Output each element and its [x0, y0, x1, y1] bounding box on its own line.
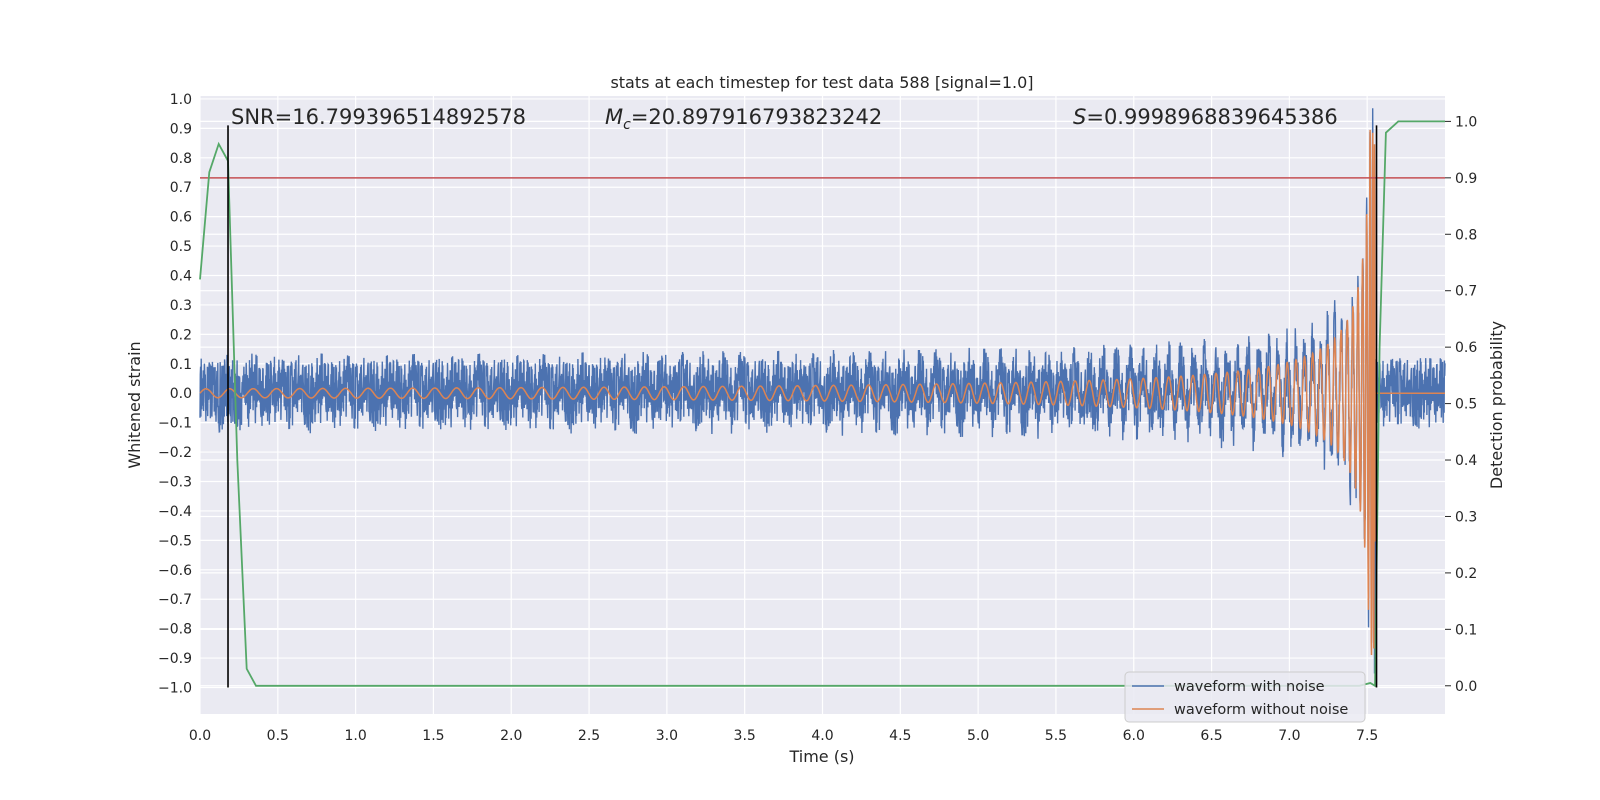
series-detection-probability	[199, 120, 1445, 688]
x-tick-label: 6.0	[1123, 728, 1145, 744]
y-tick-label: 1.0	[170, 92, 192, 108]
y-tick-label: 0.1	[170, 357, 192, 373]
x-tick-label: 6.5	[1200, 728, 1222, 744]
y2-tick-label: 0.9	[1455, 171, 1477, 187]
x-tick-label: 5.5	[1045, 728, 1067, 744]
y-tick-label: −0.4	[158, 504, 192, 520]
y2-tick-label: 1.0	[1455, 114, 1477, 130]
x-tick-label: 7.0	[1278, 728, 1300, 744]
mc-symbol: M	[605, 105, 623, 129]
y2-axis-label: Detection probability	[1487, 321, 1506, 489]
mc-value: =20.897916793823242	[631, 105, 882, 129]
y-tick-label: 0.3	[170, 298, 192, 314]
y-tick-label: 0.8	[170, 151, 192, 167]
y-tick-label: −0.2	[158, 445, 192, 461]
x-tick-label: 2.0	[500, 728, 522, 744]
ticks: 0.0 0.5 1.0 1.5 2.0 2.5 3.0 3.5 4.0 4.5 5.0 5.5 6.0 6…	[158, 92, 1477, 744]
chart-title: stats at each timestep for test data 588…	[610, 73, 1033, 92]
series-waveform-with-noise	[199, 108, 1446, 674]
x-tick-label: 4.5	[889, 728, 911, 744]
y2-tick-label: 0.0	[1455, 679, 1477, 695]
y-tick-label: −0.5	[158, 533, 192, 549]
s-symbol: S	[1073, 105, 1086, 129]
y-tick-label: −0.6	[158, 563, 192, 579]
y2-tick-label: 0.8	[1455, 227, 1477, 243]
legend-label-clean: waveform without noise	[1174, 702, 1348, 718]
y-tick-label: −0.3	[158, 475, 192, 491]
x-tick-label: 1.5	[422, 728, 444, 744]
legend: waveform with noise waveform without noi…	[1124, 671, 1366, 723]
x-axis-label: Time (s)	[788, 747, 854, 766]
x-tick-label: 3.5	[734, 728, 756, 744]
x-tick-label: 2.5	[578, 728, 600, 744]
y2-tick-label: 0.1	[1455, 622, 1477, 638]
y-axis-label: Whitened strain	[125, 341, 144, 468]
y2-tick-label: 0.7	[1455, 284, 1477, 300]
series-waveform-without-noise	[199, 129, 1445, 656]
y-tick-label: −0.9	[158, 651, 192, 667]
y2-tick-label: 0.2	[1455, 566, 1477, 582]
x-tick-label: 7.5	[1356, 728, 1378, 744]
y-tick-label: −1.0	[158, 681, 192, 697]
mc-annotation: Mc=20.897916793823242	[605, 105, 882, 133]
y2-tick-label: 0.5	[1455, 397, 1477, 413]
snr-annotation: SNR=16.799396514892578	[231, 105, 526, 129]
x-tick-label: 5.0	[967, 728, 989, 744]
y-tick-label: 0.6	[170, 210, 192, 226]
x-tick-label: 0.5	[267, 728, 289, 744]
y-tick-label: −0.8	[158, 622, 192, 638]
y2-tick-label: 0.4	[1455, 453, 1477, 469]
y-tick-label: 0.0	[170, 386, 192, 402]
s-value: =0.9998968839645386	[1086, 105, 1337, 129]
series-layer	[199, 108, 1446, 688]
x-tick-label: 0.0	[189, 728, 211, 744]
y-tick-label: 0.9	[170, 121, 192, 137]
legend-box	[1124, 671, 1366, 723]
y-tick-label: 0.7	[170, 180, 192, 196]
y2-tick-label: 0.6	[1455, 340, 1477, 356]
y2-tick-label: 0.3	[1455, 509, 1477, 525]
y-tick-label: 0.5	[170, 239, 192, 255]
y-tick-label: 0.2	[170, 327, 192, 343]
x-tick-label: 1.0	[344, 728, 366, 744]
x-tick-label: 3.0	[656, 728, 678, 744]
x-tick-label: 4.0	[811, 728, 833, 744]
y-tick-label: −0.1	[158, 416, 192, 432]
legend-label-noise: waveform with noise	[1174, 679, 1325, 695]
y-tick-label: −0.7	[158, 592, 192, 608]
s-annotation: S=0.9998968839645386	[1073, 105, 1338, 129]
y-tick-label: 0.4	[170, 269, 192, 285]
mc-subscript: c	[623, 117, 631, 133]
